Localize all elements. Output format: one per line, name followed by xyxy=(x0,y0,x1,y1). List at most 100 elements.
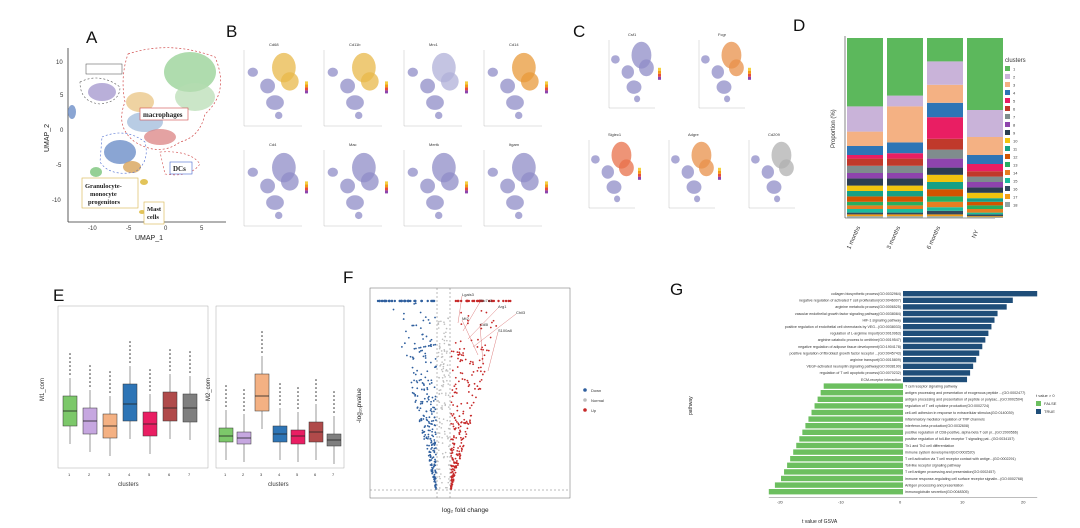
f-gene-label-5: Cd5l xyxy=(480,322,488,327)
svg-text:11: 11 xyxy=(1013,147,1018,152)
g-pathway-label-10: arginine transport(GO:0015809) xyxy=(850,358,901,362)
d-xtick-1: 3 months xyxy=(886,225,902,250)
f-legend-down: Down xyxy=(591,388,601,393)
svg-text:1: 1 xyxy=(1013,67,1016,72)
svg-text:13: 13 xyxy=(1013,163,1018,168)
g-xtick-4: 20 xyxy=(1021,500,1026,505)
g-bar-28 xyxy=(781,475,903,482)
g-pathway-label-16: antigen processing and presentation of p… xyxy=(905,398,1023,402)
g-bar-9 xyxy=(903,350,980,356)
b-mini-title-3: Cd14 xyxy=(509,42,519,47)
d-legend-title: clusters xyxy=(1005,58,1026,64)
f-gene-label-3: Chil3 xyxy=(516,310,526,315)
e-right-xtick-2: 3 xyxy=(260,472,263,477)
a-ytick-1: 5 xyxy=(60,93,64,99)
a-ytick-2: 0 xyxy=(60,128,64,134)
f-gene-label-6: S100a8 xyxy=(498,328,513,333)
g-pathway-label-22: positive regulation of toll-like recepto… xyxy=(905,437,1014,441)
e-right-xtick-6: 7 xyxy=(332,472,335,477)
g-pathway-label-13: ECM-receptor interaction xyxy=(861,378,901,382)
b-mini-title-7: Itgam xyxy=(509,142,520,147)
g-pathway-label-6: regulation of L-arginine import(GO:00109… xyxy=(830,332,901,336)
e-right-xlabel: clusters xyxy=(268,482,289,488)
svg-text:5: 5 xyxy=(1013,99,1016,104)
e-left-xtick-6: 7 xyxy=(188,472,191,477)
svg-text:7: 7 xyxy=(1013,115,1016,120)
annotation-macrophages: macrophages xyxy=(143,111,183,119)
g-pathway-label-20: interferon-beta production(GO:0032608) xyxy=(905,424,969,428)
e-left-ylabel: M1_com xyxy=(40,378,46,401)
g-bar-14 xyxy=(823,383,903,389)
g-pathway-label-18: cell-cell adhesion in response to extrac… xyxy=(905,411,1014,415)
svg-text:17: 17 xyxy=(1013,195,1018,200)
panel-label-g: G xyxy=(670,280,684,299)
g-bar-12 xyxy=(903,370,971,376)
panel-label-f: F xyxy=(343,268,354,287)
g-bar-26 xyxy=(787,462,903,468)
d-xtick-2: 6 months xyxy=(926,225,942,250)
panel-label-d: D xyxy=(793,16,806,35)
a-xtick-1: -5 xyxy=(126,226,132,232)
a-ylabel: UMAP_2 xyxy=(44,124,51,152)
f-ylabel: -log₁₀pvalue xyxy=(356,388,363,423)
annotation-gmp-2: monocyte xyxy=(90,191,117,198)
g-pathway-label-12: regulation of T cell apoptotic process(G… xyxy=(820,371,901,375)
svg-text:6: 6 xyxy=(1013,107,1016,112)
volcano-plot: Lgals3 Slc7a2 Arg1 Chil3 Mt2 Cd5l S100a8 log₂ … xyxy=(356,287,604,514)
g-bar-10 xyxy=(903,357,977,363)
e-right-xtick-1: 2 xyxy=(242,472,245,477)
g-pathway-label-3: vascular endothelial growth factor signa… xyxy=(795,312,901,316)
g-pathway-label-4: HIF-1 signaling pathway xyxy=(862,318,901,322)
feature-plots-c: Csf1 Fcgr Siglec1 Adgre Cd209 xyxy=(583,30,798,214)
svg-text:9: 9 xyxy=(1013,131,1016,136)
g-bar-17 xyxy=(814,403,903,409)
e-right-xtick-0: 1 xyxy=(224,472,227,477)
g-ylabel: pathway xyxy=(688,396,694,415)
g-pathway-label-28: immune response-regulating cell surface … xyxy=(905,477,1023,481)
f-gene-label-0: Lgals3 xyxy=(462,292,475,297)
g-pathway-label-9: positive regulation of fibroblast growth… xyxy=(790,351,901,355)
e-right-ylabel: M2_com xyxy=(206,378,212,401)
panel-label-a: A xyxy=(86,28,98,47)
f-legend-normal: Normal xyxy=(591,398,604,403)
a-xtick-0: -10 xyxy=(88,226,97,232)
g-bar-16 xyxy=(817,396,903,402)
c-mini-title-4: Cd209 xyxy=(768,132,781,137)
svg-text:10: 10 xyxy=(1013,139,1018,144)
g-pathway-label-30: immunoglobulin secretion(GO:0048305) xyxy=(905,490,969,494)
b-mini-title-0: Cd68 xyxy=(269,42,279,47)
g-pathway-label-15: antigen processing and presentation of e… xyxy=(905,391,1025,395)
g-bar-20 xyxy=(805,423,903,429)
svg-text:15: 15 xyxy=(1013,179,1018,184)
e-right-xtick-3: 4 xyxy=(278,472,281,477)
a-xlabel: UMAP_1 xyxy=(135,235,163,242)
svg-text:2: 2 xyxy=(1013,75,1016,80)
e-left-xtick-1: 2 xyxy=(88,472,91,477)
f-gene-label-4: Mt2 xyxy=(462,316,469,321)
g-bar-7 xyxy=(903,337,986,343)
umap-plot: macrophages DCs Granulocyte- monocyte pr… xyxy=(44,47,226,242)
g-bar-29 xyxy=(774,482,903,488)
g-pathway-label-0: collagen biosynthetic process(GO:0032964… xyxy=(831,292,901,296)
svg-text:3: 3 xyxy=(1013,83,1016,88)
g-bar-11 xyxy=(903,363,974,369)
svg-text:12: 12 xyxy=(1013,155,1018,160)
g-pathway-label-7: arginine catabolic process to ornithine(… xyxy=(818,338,901,342)
gsva-bar-chart: collagen biosynthetic process(GO:0032964… xyxy=(688,291,1057,525)
a-xtick-2: 0 xyxy=(164,226,168,232)
g-xtick-1: -10 xyxy=(838,500,845,505)
g-xlabel: t value of GSVA xyxy=(802,519,838,525)
g-pathway-label-17: regulation of T cell cytokine production… xyxy=(905,404,989,408)
g-bar-19 xyxy=(808,416,903,422)
g-pathway-label-19: inflammatory mediator regulation of TRP … xyxy=(905,417,985,421)
g-pathway-label-8: negative regulation of adipose tissue de… xyxy=(798,345,901,349)
e-left-xtick-3: 4 xyxy=(128,472,131,477)
annotation-dcs: DCs xyxy=(173,165,186,173)
g-pathway-label-2: arginine metabolic process(GO:0006525) xyxy=(835,305,901,309)
b-mini-title-4: Cd4 xyxy=(269,142,277,147)
b-mini-title-5: Mac xyxy=(349,142,357,147)
g-bar-18 xyxy=(811,409,903,416)
c-mini-title-2: Siglec1 xyxy=(608,132,622,137)
g-bar-21 xyxy=(802,429,903,435)
g-pathway-label-27: T cell antigen processing and presentati… xyxy=(905,470,995,474)
